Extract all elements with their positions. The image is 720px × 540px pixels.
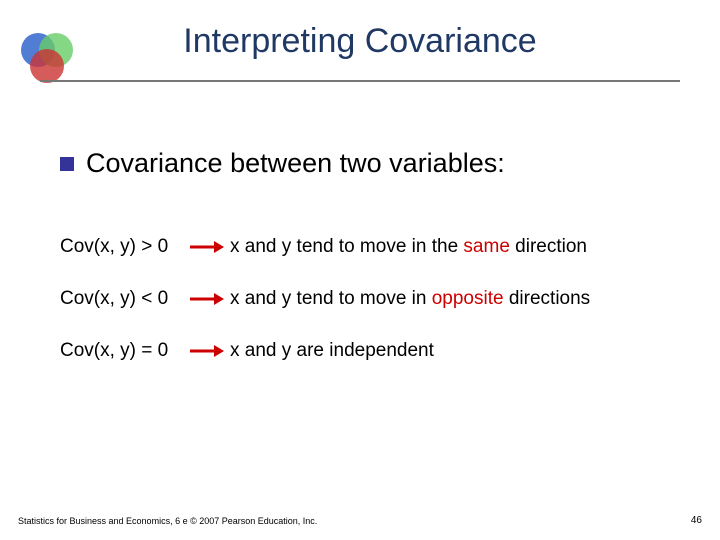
cov-description: x and y tend to move in opposite directi…	[230, 288, 670, 310]
title-underline	[40, 80, 680, 82]
subtitle-text: Covariance between two variables:	[86, 148, 505, 179]
arrow-icon	[190, 344, 230, 358]
cov-condition: Cov(x, y) < 0	[60, 288, 190, 310]
desc-pre: x and y tend to move in	[230, 288, 432, 309]
bullet-square-icon	[60, 157, 74, 171]
cov-row: Cov(x, y) = 0 x and y are independent	[60, 340, 670, 362]
cov-description: x and y are independent	[230, 340, 670, 362]
desc-pre: x and y are independent	[230, 340, 434, 361]
cov-description: x and y tend to move in the same directi…	[230, 236, 670, 258]
cov-row: Cov(x, y) < 0 x and y tend to move in op…	[60, 288, 670, 310]
desc-highlight: same	[463, 236, 509, 257]
subtitle-strong: Covariance	[86, 148, 223, 178]
footer-text: Statistics for Business and Economics, 6…	[18, 516, 317, 526]
arrow-icon	[190, 292, 230, 306]
desc-post: direction	[510, 236, 587, 257]
cov-condition: Cov(x, y) = 0	[60, 340, 190, 362]
subtitle-row: Covariance between two variables:	[60, 148, 505, 179]
covariance-rows: Cov(x, y) > 0 x and y tend to move in th…	[60, 236, 670, 392]
desc-post: directions	[504, 288, 591, 309]
cov-row: Cov(x, y) > 0 x and y tend to move in th…	[60, 236, 670, 258]
desc-highlight: opposite	[432, 288, 504, 309]
arrow-icon	[190, 240, 230, 254]
page-number: 46	[691, 515, 702, 526]
desc-pre: x and y tend to move in the	[230, 236, 463, 257]
slide-title: Interpreting Covariance	[0, 22, 720, 61]
subtitle-rest: between two variables:	[223, 148, 505, 178]
cov-condition: Cov(x, y) > 0	[60, 236, 190, 258]
